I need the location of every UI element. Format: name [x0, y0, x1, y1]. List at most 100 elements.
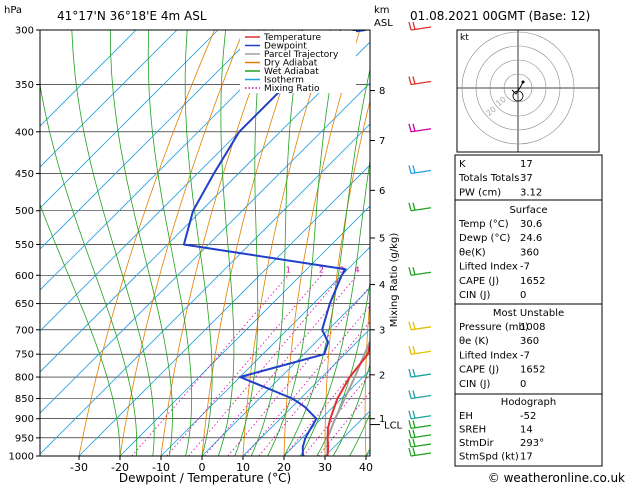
pressure-tick-label: 800 — [15, 373, 34, 384]
asl-label: ASL — [374, 18, 393, 29]
wind-barb — [408, 346, 432, 355]
pressure-tick-label: 400 — [15, 127, 34, 138]
km-tick-label: 5 — [379, 233, 385, 244]
lcl-label: LCL — [384, 421, 403, 432]
index-row-value: 3.12 — [520, 187, 542, 198]
hodograph-table-row-value: 14 — [520, 425, 533, 436]
wind-barb-flag — [412, 390, 416, 399]
pressure-tick-label: 450 — [15, 169, 34, 180]
pressure-tick-label: 600 — [15, 271, 34, 282]
wind-barb-flag — [412, 420, 416, 428]
isotherm-line — [40, 123, 370, 455]
wet-adiabat-line — [250, 30, 303, 456]
dry-adiabat-line — [242, 30, 332, 456]
dry-adiabat-line — [201, 30, 303, 456]
most-unstable-row-label: θe (K) — [459, 336, 489, 347]
wet-adiabat-line — [147, 30, 193, 456]
hodograph-ring — [461, 31, 575, 145]
surface-box — [454, 199, 603, 305]
index-row-value: 37 — [520, 173, 533, 184]
wind-barb-shaft — [410, 207, 432, 212]
wind-barb-flag — [408, 368, 412, 378]
most-unstable-row-value: 360 — [520, 336, 539, 347]
wind-barb — [408, 390, 432, 400]
wind-barb-shaft — [410, 452, 432, 457]
km-tick-label: 3 — [379, 325, 385, 336]
wind-barb — [408, 202, 432, 212]
most-unstable-row-label: Lifted Index — [459, 350, 518, 361]
wind-barb-flag — [412, 76, 416, 85]
wind-barb-flag — [408, 21, 412, 31]
hodograph-marker-circle — [512, 90, 524, 102]
wind-barb-flag — [412, 123, 416, 132]
isotherm-line — [40, 30, 219, 209]
temperature-tick-label: 40 — [359, 461, 373, 474]
hodograph-table-title: Hodograph — [501, 397, 556, 408]
legend-label: Dewpoint — [264, 42, 307, 52]
wind-barb-flag — [412, 321, 416, 330]
most-unstable-box — [454, 303, 603, 395]
temperature-tick-label: 0 — [199, 461, 206, 474]
wind-barb-flag — [408, 420, 412, 429]
pressure-tick-label: 350 — [15, 80, 34, 91]
pressure-tick-label: 650 — [15, 299, 34, 310]
axes: 1000950900850800750700650600550500450400… — [9, 26, 403, 475]
wet-adiabat-line — [218, 30, 235, 456]
mixing-ratio-axis-label: Mixing Ratio (g/kg) — [389, 233, 400, 328]
hodograph-table-row-label: SREH — [459, 425, 486, 436]
wind-barb-flag — [412, 438, 416, 447]
hodograph-frame — [456, 29, 600, 153]
temperature-tick-label: -20 — [111, 461, 129, 474]
wind-barb — [408, 267, 432, 276]
most-unstable-row-value: 0 — [520, 379, 526, 390]
hodograph-storm-motion — [521, 80, 525, 84]
isotherm-line — [40, 30, 137, 127]
plot-frame — [39, 29, 371, 457]
hodograph-ring — [503, 73, 533, 103]
mixing-ratio-line — [204, 274, 358, 456]
index-row-label: Totals Totals — [458, 173, 519, 184]
wind-barb — [408, 123, 432, 133]
wind-barb-shaft — [410, 424, 432, 430]
wet-adiabat-line — [234, 30, 265, 456]
wind-barb-flag — [408, 346, 412, 355]
wind-barb — [408, 76, 432, 86]
wind-barb-shaft — [410, 26, 432, 31]
hodograph-table-row-value: 17 — [520, 452, 533, 463]
wet-adiabat-line — [184, 30, 213, 456]
wind-barb-flag — [408, 410, 412, 419]
wind-barb — [408, 429, 432, 439]
wind-barb-flag — [408, 429, 412, 439]
location-title: 41°17'N 36°18'E 4m ASL — [57, 9, 207, 23]
surface-row-label: θe(K) — [459, 247, 486, 258]
isotherm-line — [160, 246, 370, 456]
wind-barb — [408, 420, 432, 430]
wind-barb-flag — [412, 429, 416, 438]
mixing-ratio-label: 1 — [286, 265, 291, 274]
wet-adiabat-line — [267, 30, 342, 456]
hodograph-ring — [489, 59, 547, 117]
pressure-tick-label: 850 — [15, 394, 34, 405]
temperature-tick-label: -30 — [70, 461, 88, 474]
legend-label: Wet Adiabat — [264, 67, 319, 77]
surface-row-value: -7 — [520, 262, 530, 273]
wind-barb-flag — [408, 390, 412, 399]
surface-row-label: Dewp (°C) — [459, 233, 510, 244]
isotherm-line — [40, 30, 260, 250]
surface-row-value: 360 — [520, 247, 539, 258]
most-unstable-row-label: Pressure (mb) — [459, 322, 529, 333]
pressure-tick-label: 300 — [15, 26, 34, 37]
dry-adiabat-line — [404, 30, 447, 456]
wind-barb-flag — [412, 346, 416, 354]
wet-adiabat-line — [71, 30, 155, 456]
legend-label: Parcel Trajectory — [264, 50, 339, 60]
mixing-ratio-label: 2 — [319, 265, 324, 274]
surface-row-value: 1652 — [520, 276, 545, 287]
km-tick-label: 4 — [379, 280, 385, 291]
hodograph-table-row-label: EH — [459, 411, 473, 422]
surface-row-label: Lifted Index — [459, 262, 518, 273]
surface-row-value: 30.6 — [520, 219, 542, 230]
km-tick-label: 7 — [379, 136, 385, 147]
